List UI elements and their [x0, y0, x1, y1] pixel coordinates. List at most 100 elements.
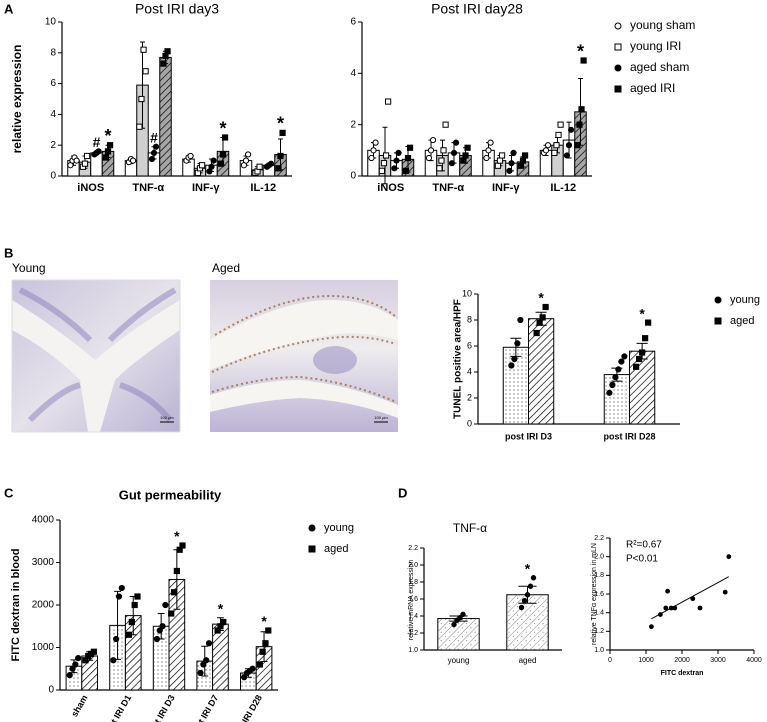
- data-point: [102, 154, 110, 161]
- data-point: [427, 147, 435, 154]
- legend-marker: [614, 64, 622, 72]
- bar-pattern: [153, 626, 169, 690]
- data-point: [134, 593, 141, 600]
- data-point: [448, 160, 456, 167]
- data-point: [220, 618, 227, 626]
- y-tick-label: 4: [350, 68, 356, 79]
- data-point: [380, 160, 388, 167]
- data-point: [125, 631, 133, 638]
- micrograph: [210, 280, 398, 432]
- x-tick-label: iNOS: [377, 182, 404, 194]
- data-point: [539, 314, 546, 321]
- data-point: [521, 598, 528, 604]
- y-tick-label: 1.0: [594, 647, 604, 654]
- data-point: [621, 353, 628, 360]
- bar-pattern: [528, 318, 554, 424]
- x-tick-label: 2000: [674, 657, 690, 664]
- data-point: [555, 131, 562, 139]
- data-point: [442, 121, 449, 128]
- data-point: [510, 149, 517, 156]
- y-tick-label: 4: [467, 366, 472, 376]
- data-point: [517, 162, 525, 169]
- data-point: [75, 655, 82, 662]
- data-point: [487, 139, 494, 146]
- data-point: [205, 640, 213, 647]
- legend-label: young: [324, 522, 354, 534]
- data-point: [460, 157, 467, 164]
- data-point: [140, 46, 147, 53]
- data-point: [606, 389, 613, 396]
- scale-bar-label: 100 μm: [160, 415, 174, 420]
- bar-pattern: [212, 624, 229, 690]
- data-point: [521, 152, 529, 159]
- data-point: [440, 147, 447, 154]
- data-point: [615, 366, 622, 373]
- panel-label: C: [4, 485, 14, 500]
- data-point: [138, 95, 145, 103]
- data-point: [462, 152, 469, 159]
- annotation: *: [639, 305, 645, 321]
- data-point: [142, 68, 149, 75]
- data-point: [156, 627, 163, 634]
- x-tick-label: INF-γ: [492, 182, 520, 194]
- annotation: #: [93, 134, 101, 150]
- data-point: [450, 149, 458, 156]
- data-point: [485, 147, 492, 154]
- data-point: [649, 624, 654, 630]
- data-point: [645, 319, 652, 326]
- y-tick-label: 0: [350, 171, 356, 182]
- data-point: [636, 355, 643, 363]
- data-point: [160, 60, 167, 67]
- y-tick-label: 8: [50, 47, 56, 58]
- data-point: [241, 674, 248, 681]
- legend-marker: [308, 545, 316, 553]
- data-point: [557, 121, 564, 128]
- data-point: [567, 126, 575, 133]
- data-point: [267, 160, 275, 167]
- annotation: *: [261, 613, 267, 629]
- data-point: [524, 592, 531, 598]
- data-point: [668, 605, 674, 611]
- y-tick-label: 1.0: [408, 647, 418, 654]
- y-tick-label: 4000: [32, 515, 55, 526]
- chart-title: Gut permeability: [119, 487, 222, 502]
- data-point: [249, 665, 256, 672]
- data-point: [406, 144, 414, 151]
- data-point: [451, 621, 457, 628]
- data-point: [551, 149, 558, 157]
- legend-marker: [308, 524, 316, 532]
- data-point: [429, 136, 437, 144]
- legend-label: aged sham: [630, 60, 689, 74]
- chart-title: Post IRI day28: [431, 1, 523, 17]
- bar-pattern: [159, 57, 172, 176]
- legend-label: aged: [324, 543, 348, 555]
- data-point: [153, 635, 161, 643]
- annotation: P<0.01: [626, 554, 658, 565]
- data-point: [198, 162, 206, 169]
- data-point: [131, 601, 138, 609]
- legend-label: young: [730, 294, 760, 306]
- y-tick-label: 6: [350, 17, 356, 28]
- data-point: [609, 381, 616, 389]
- y-tick-label: 0: [50, 171, 56, 182]
- data-point: [203, 657, 210, 664]
- y-axis-label: relative expression: [10, 45, 24, 154]
- data-point: [527, 583, 534, 589]
- data-point: [179, 542, 186, 549]
- y-tick-label: 1.4: [594, 610, 604, 617]
- data-point: [518, 604, 525, 611]
- y-tick-label: 1.8: [408, 579, 418, 586]
- chart-title: TNF-α: [453, 521, 487, 535]
- data-point: [152, 143, 160, 150]
- bar-pattern: [256, 646, 272, 690]
- x-tick-label: post IRI D3: [505, 431, 552, 441]
- panel-label: B: [4, 245, 13, 260]
- annotation: R²=0.67: [626, 540, 662, 551]
- data-point: [391, 165, 398, 172]
- data-point: [402, 167, 410, 174]
- annotation: *: [174, 528, 180, 544]
- panel-label: A: [4, 1, 14, 16]
- x-tick-label: post IRI D1: [101, 693, 133, 722]
- annotation: *: [104, 126, 111, 146]
- data-point: [170, 589, 178, 596]
